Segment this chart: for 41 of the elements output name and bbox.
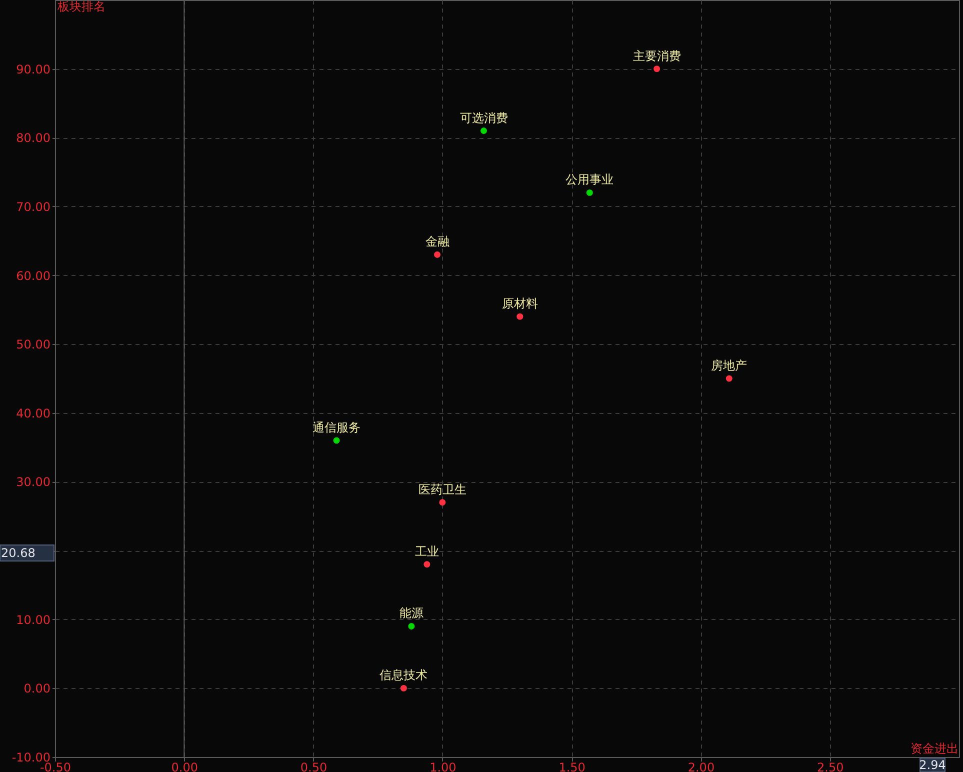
x-tick-label: -0.50 [40,760,72,772]
point [480,128,487,134]
annotation: 房地产 [711,358,748,372]
point [439,499,446,506]
y-tick-label: 50.00 [16,338,50,352]
y-tick-label: 30.00 [16,475,50,490]
annotation: 能源 [399,606,424,620]
x-tick-label: 1.50 [558,760,586,772]
x-tick-label: 1.00 [430,760,456,772]
annotation: 主要消费 [632,48,681,63]
annotation: 工业 [414,544,439,558]
point [726,375,732,382]
text: 20.68 [1,546,36,560]
annotation: 信息技术 [380,668,428,682]
x-tick-label: 2.00 [688,760,715,772]
point [516,313,524,320]
y-tick-label: 80.00 [16,131,50,146]
annotation: 可选消费 [460,110,508,125]
point [434,251,441,258]
y-tick-label: 0.00 [24,682,50,696]
point [400,684,407,692]
y-tick-label: 90.00 [16,62,50,76]
y-tick-label: 40.00 [16,406,50,420]
annotation: 金融 [425,234,450,249]
annotation: 公用事业 [566,172,614,187]
y-axis-title: 板块排名 [56,0,106,14]
y-tick-label: 60.00 [16,268,50,283]
x-tick-label: 0.00 [171,760,198,772]
point [333,437,340,444]
point [424,561,430,568]
y-tick-label: 10.00 [16,612,50,627]
annotation: 通信服务 [312,420,361,434]
point [408,623,415,630]
annotation: 原材料 [502,296,538,311]
x-tick-label: 0.50 [300,760,328,772]
point [586,189,593,196]
point [654,66,660,72]
y-tick-label: 70.00 [16,200,50,214]
x-axis-title: 资金进出 [910,742,958,756]
x-tick-label: 2.50 [817,760,844,772]
annotation: 医药卫生 [418,482,466,496]
